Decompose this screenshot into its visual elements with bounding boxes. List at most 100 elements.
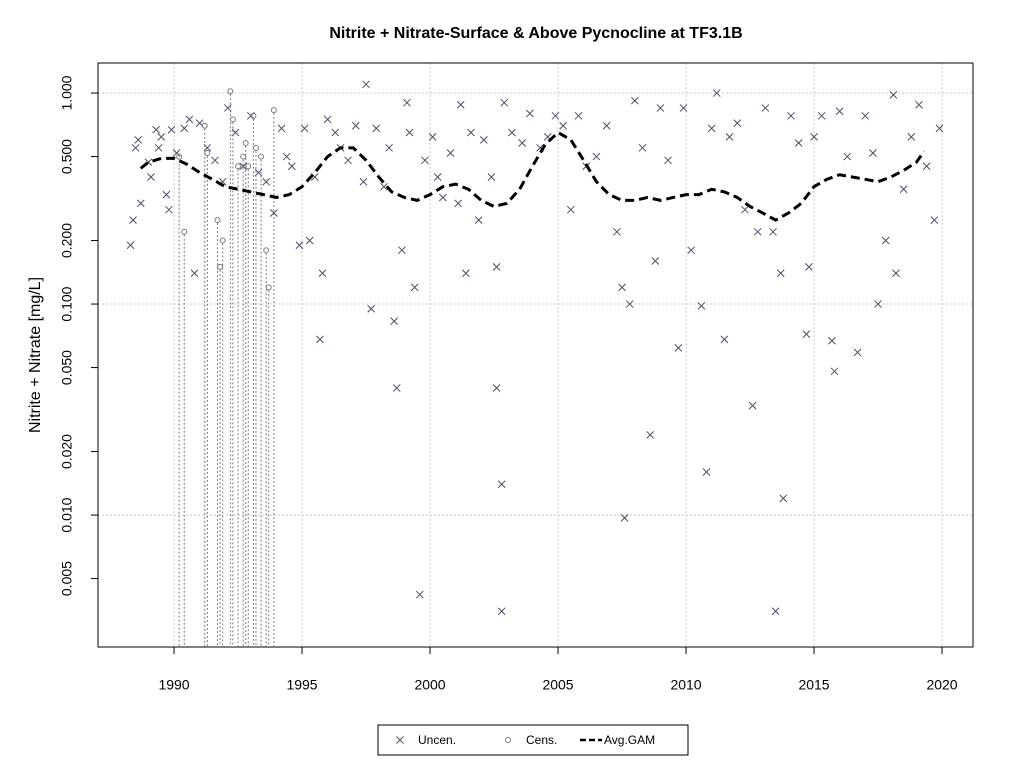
gam-line: [139, 130, 926, 222]
point-uncensored: [687, 246, 696, 255]
point-censored: [214, 217, 221, 224]
point-uncensored: [741, 205, 749, 214]
point-uncensored: [574, 111, 583, 120]
legend-label: Avg.GAM: [604, 733, 655, 747]
point-uncensored: [305, 236, 314, 245]
x-tick-label: 2010: [670, 677, 701, 693]
point-uncensored: [136, 199, 145, 208]
point-uncensored: [930, 216, 939, 224]
point-uncensored: [479, 136, 488, 144]
point-uncensored: [167, 125, 176, 134]
point-uncensored: [787, 111, 795, 120]
point-uncensored: [656, 104, 665, 112]
chart-title: Nitrite + Nitrate-Surface & Above Pycnoc…: [329, 25, 742, 42]
point-uncensored: [162, 190, 171, 199]
y-axis-label: Nitrite + Nitrate [mg/L]: [27, 277, 44, 433]
point-censored: [176, 153, 183, 160]
point-uncensored: [861, 111, 870, 120]
point-censored: [240, 153, 247, 160]
point-censored: [227, 88, 234, 95]
point-censored: [219, 237, 226, 244]
point-uncensored: [372, 124, 381, 133]
point-uncensored: [843, 152, 852, 161]
point-uncensored: [185, 115, 194, 124]
legend-symbol: [396, 736, 404, 744]
point-uncensored: [630, 96, 639, 105]
y-tick-label: 0.200: [59, 223, 75, 258]
point-uncensored: [157, 132, 166, 141]
point-censored: [217, 263, 224, 270]
point-uncensored: [805, 263, 813, 271]
point-uncensored: [390, 317, 399, 325]
x-tick-label: 2005: [542, 677, 573, 693]
point-uncensored: [638, 143, 647, 152]
point-uncensored: [551, 111, 560, 120]
point-uncensored: [697, 302, 706, 310]
point-uncensored: [892, 269, 900, 278]
y-tick-label: 0.050: [59, 350, 75, 385]
point-uncensored: [385, 143, 393, 152]
point-uncensored: [559, 121, 568, 130]
point-uncensored: [410, 283, 419, 292]
point-uncensored: [712, 89, 721, 97]
point-censored: [242, 139, 249, 146]
point-uncensored: [915, 100, 923, 109]
point-uncensored: [380, 182, 388, 191]
point-uncensored: [180, 124, 189, 133]
point-uncensored: [853, 348, 862, 357]
point-uncensored: [270, 209, 278, 217]
point-uncensored: [646, 430, 655, 439]
point-censored: [263, 247, 270, 254]
point-censored: [250, 112, 257, 119]
point-uncensored: [922, 162, 931, 171]
y-tick-label: 0.100: [59, 286, 75, 321]
point-uncensored: [828, 336, 836, 345]
point-uncensored: [651, 257, 660, 265]
legend-label: Uncen.: [418, 733, 456, 747]
y-tick-label: 1.000: [59, 75, 75, 110]
point-uncensored: [725, 132, 734, 141]
point-uncensored: [679, 104, 688, 112]
point-uncensored: [566, 205, 575, 214]
point-uncensored: [351, 121, 360, 130]
x-tick-label: 2015: [798, 677, 829, 693]
point-uncensored: [602, 121, 611, 130]
point-uncensored: [129, 216, 137, 224]
point-uncensored: [771, 607, 780, 616]
point-uncensored: [126, 241, 135, 250]
point-uncensored: [398, 246, 406, 255]
point-censored: [265, 284, 272, 291]
point-uncensored: [154, 143, 163, 152]
point-uncensored: [592, 152, 601, 161]
y-tick-label: 0.005: [59, 561, 75, 596]
point-uncensored: [433, 173, 442, 181]
point-uncensored: [405, 128, 414, 137]
point-uncensored: [802, 330, 811, 339]
point-uncensored: [830, 367, 839, 376]
point-uncensored: [492, 384, 501, 392]
point-uncensored: [462, 269, 470, 278]
legend-box: [377, 724, 689, 756]
point-uncensored: [211, 156, 219, 165]
point-uncensored: [316, 335, 324, 344]
point-uncensored: [500, 98, 509, 107]
point-uncensored: [344, 156, 352, 165]
point-uncensored: [810, 132, 818, 141]
point-uncensored: [487, 173, 496, 181]
point-uncensored: [359, 177, 368, 186]
point-uncensored: [835, 107, 844, 116]
point-censored: [252, 144, 259, 151]
point-uncensored: [474, 216, 483, 224]
point-uncensored: [869, 149, 877, 157]
point-uncensored: [403, 98, 411, 107]
point-uncensored: [446, 149, 455, 157]
point-uncensored: [748, 401, 757, 410]
legend-label: Cens.: [526, 733, 557, 747]
point-uncensored: [165, 205, 173, 214]
point-uncensored: [456, 100, 465, 109]
point-uncensored: [707, 124, 716, 133]
point-uncensored: [421, 156, 429, 165]
point-uncensored: [497, 607, 506, 616]
point-uncensored: [881, 236, 890, 245]
